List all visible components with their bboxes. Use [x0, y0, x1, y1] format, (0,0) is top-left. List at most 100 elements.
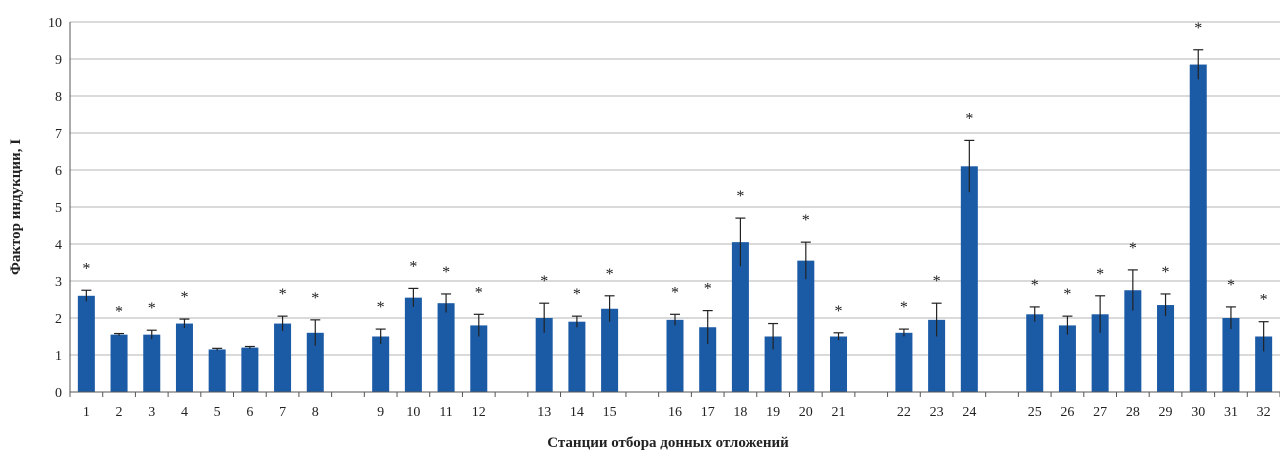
significance-marker: * — [835, 303, 843, 320]
x-tick-label: 19 — [766, 405, 780, 420]
bar — [1058, 325, 1076, 392]
significance-marker: * — [475, 284, 483, 301]
x-tick-label: 28 — [1126, 405, 1140, 420]
significance-marker: * — [442, 264, 450, 281]
significance-marker: * — [82, 260, 90, 277]
significance-marker: * — [1227, 277, 1235, 294]
x-tick-label: 20 — [799, 405, 813, 420]
x-tick-label: 10 — [406, 405, 420, 420]
x-tick-label: 6 — [246, 405, 253, 420]
significance-marker: * — [1260, 292, 1268, 309]
y-tick-label: 6 — [55, 164, 62, 179]
y-tick-label: 9 — [55, 53, 62, 68]
x-tick-label: 27 — [1093, 405, 1107, 420]
x-tick-label: 18 — [733, 405, 747, 420]
bar — [1026, 314, 1044, 392]
y-tick-label: 3 — [55, 275, 62, 290]
grid-layer — [70, 21, 1280, 356]
significance-marker: * — [377, 299, 385, 316]
bar — [699, 327, 717, 392]
significance-marker: * — [115, 304, 123, 321]
bar — [960, 166, 978, 392]
bar — [731, 242, 749, 392]
x-tick-label: 11 — [439, 405, 452, 420]
bar-layer — [77, 49, 1273, 393]
bar — [470, 325, 488, 392]
x-tick-label: 32 — [1257, 405, 1271, 420]
significance-marker: * — [900, 299, 908, 316]
x-tick-label: 4 — [181, 405, 188, 420]
x-tick-label: 12 — [472, 405, 486, 420]
x-tick-label: 26 — [1060, 405, 1074, 420]
significance-marker: * — [736, 188, 744, 205]
significance-marker: * — [1096, 266, 1104, 283]
x-tick-label: 1 — [83, 405, 90, 420]
bar — [77, 295, 95, 392]
y-tick-label: 8 — [55, 90, 62, 105]
x-tick-label: 23 — [930, 405, 944, 420]
significance-marker: * — [1063, 286, 1071, 303]
significance-marker: * — [933, 273, 941, 290]
x-tick-label: 7 — [279, 405, 286, 420]
bar — [110, 334, 128, 392]
bar — [306, 332, 324, 392]
x-tick-label: 22 — [897, 405, 911, 420]
x-tick-label: 5 — [214, 405, 221, 420]
significance-marker: * — [573, 286, 581, 303]
x-tick-label: 21 — [832, 405, 846, 420]
x-tick-label: 14 — [570, 405, 584, 420]
significance-marker: * — [540, 273, 548, 290]
x-tick-label: 30 — [1191, 405, 1205, 420]
x-tick-label: 8 — [312, 405, 319, 420]
bar — [175, 323, 193, 392]
significance-marker: * — [1031, 277, 1039, 294]
significance-marker: * — [279, 286, 287, 303]
significance-marker: * — [1129, 240, 1137, 257]
bar — [372, 336, 390, 392]
significance-marker: * — [1162, 264, 1170, 281]
bar — [1124, 290, 1142, 392]
bar — [830, 336, 848, 392]
y-tick-label: 0 — [55, 386, 62, 401]
x-tick-label: 9 — [377, 405, 384, 420]
y-axis-title: Фактор индукции, I — [8, 139, 24, 275]
x-tick-label: 3 — [148, 405, 155, 420]
x-tick-label: 15 — [603, 405, 617, 420]
significance-marker: * — [704, 281, 712, 298]
y-tick-label: 1 — [55, 349, 62, 364]
y-tick-label: 2 — [55, 312, 62, 327]
bar — [568, 321, 586, 392]
y-tick-label: 4 — [55, 238, 62, 253]
x-tick-label: 16 — [668, 405, 682, 420]
bar — [895, 332, 913, 392]
x-tick-label: 25 — [1028, 405, 1042, 420]
significance-marker: * — [802, 212, 810, 229]
significance-marker: * — [671, 284, 679, 301]
bar — [437, 303, 455, 392]
x-tick-label: 17 — [701, 405, 715, 420]
significance-marker: * — [148, 300, 156, 317]
x-tick-label: 13 — [537, 405, 551, 420]
y-tick-label: 10 — [48, 16, 62, 31]
significance-marker: * — [180, 289, 188, 306]
x-tick-label: 31 — [1224, 405, 1238, 420]
x-axis-title: Станции отбора донных отложений — [547, 435, 789, 451]
x-tick-label: 29 — [1159, 405, 1173, 420]
bar — [666, 319, 684, 392]
bar — [241, 347, 259, 392]
bar — [274, 323, 292, 392]
bar — [1157, 305, 1175, 392]
x-tick-label: 2 — [116, 405, 123, 420]
x-tick-label: 24 — [962, 405, 976, 420]
bar — [1222, 318, 1240, 392]
bar — [1189, 64, 1207, 393]
y-tick-label: 7 — [55, 127, 62, 142]
significance-marker: * — [606, 266, 614, 283]
significance-marker: * — [311, 290, 319, 307]
bar — [1255, 336, 1273, 392]
significance-marker: * — [1194, 20, 1202, 37]
bar — [535, 318, 553, 392]
bar — [601, 308, 619, 392]
